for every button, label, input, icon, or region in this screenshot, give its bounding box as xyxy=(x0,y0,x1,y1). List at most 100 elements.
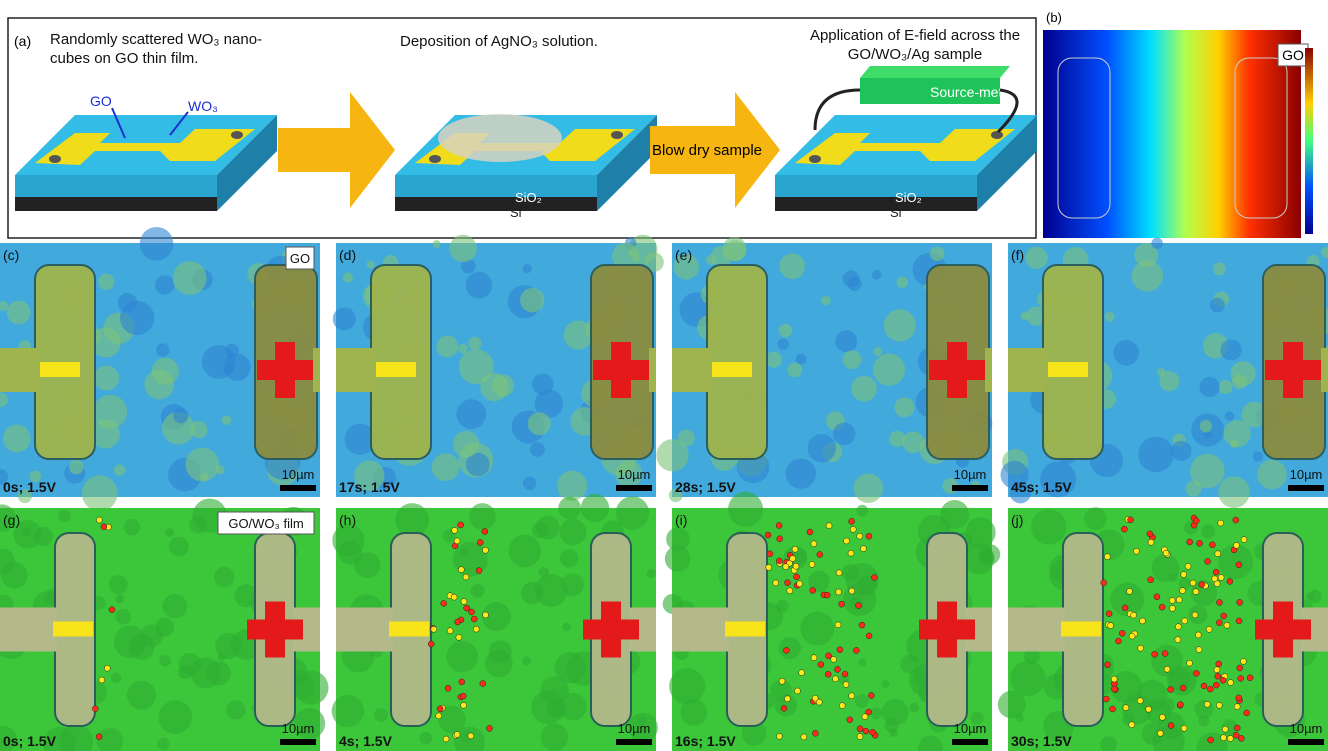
substrate-base xyxy=(775,197,977,211)
texture xyxy=(155,275,174,294)
texture xyxy=(848,277,862,291)
caption-text: Deposition of AgNO₃ solution. xyxy=(400,32,700,51)
dendrite xyxy=(461,598,467,604)
dendrite xyxy=(1237,599,1243,605)
texture xyxy=(560,519,587,546)
dendrite xyxy=(1123,705,1129,711)
minus-sign xyxy=(1048,362,1088,377)
panel-label: (b) xyxy=(1046,10,1062,25)
dendrite xyxy=(810,587,816,593)
dendrite xyxy=(447,628,453,634)
texture xyxy=(647,569,656,578)
scale-label: 10µm xyxy=(618,467,651,482)
texture xyxy=(1025,247,1047,269)
texture xyxy=(1169,573,1178,582)
dendrite xyxy=(767,551,773,557)
time-label: 16s; 1.5V xyxy=(675,733,736,749)
texture xyxy=(332,695,364,727)
device-label: AgNO₃ xyxy=(530,82,574,98)
dendrite xyxy=(428,641,434,647)
texture xyxy=(140,624,162,646)
texture xyxy=(169,537,189,557)
dendrite xyxy=(436,713,442,719)
texture xyxy=(853,473,883,503)
texture xyxy=(22,528,31,537)
dendrite xyxy=(1127,588,1133,594)
dendrite xyxy=(797,581,803,587)
dendrite xyxy=(1193,589,1199,595)
device-label: SiO₂ xyxy=(515,190,542,205)
micrograph: (d)17s; 1.5V10µm xyxy=(333,235,664,501)
dendrite xyxy=(826,523,832,529)
micrographs: (c)0s; 1.5V10µmGO(d)17s; 1.5V10µm(e)28s;… xyxy=(0,227,1328,751)
dendrite xyxy=(1159,604,1165,610)
dendrite xyxy=(458,522,464,528)
texture xyxy=(1151,238,1162,249)
dendrite xyxy=(1187,539,1193,545)
dendrite xyxy=(1180,588,1186,594)
texture xyxy=(1113,340,1139,366)
dendrite xyxy=(783,564,789,570)
dendrite xyxy=(794,688,800,694)
plus-sign xyxy=(247,620,303,640)
dendrite xyxy=(825,671,831,677)
texture xyxy=(1105,312,1115,322)
dendrite xyxy=(1241,537,1247,543)
device-label: WO₃ xyxy=(188,98,218,114)
time-label: 28s; 1.5V xyxy=(675,479,736,495)
dendrite xyxy=(1115,638,1121,644)
lead xyxy=(649,348,656,392)
texture xyxy=(118,293,137,312)
lead xyxy=(336,348,373,392)
texture xyxy=(449,235,476,262)
scale-bar xyxy=(280,739,316,745)
dendrite xyxy=(1216,702,1222,708)
dendrite xyxy=(92,706,98,712)
texture xyxy=(214,567,234,587)
dendrite xyxy=(847,717,853,723)
texture xyxy=(800,612,834,646)
dendrite xyxy=(1177,702,1183,708)
texture xyxy=(779,253,805,279)
dendrite xyxy=(487,725,493,731)
dendrite xyxy=(1106,611,1112,617)
contact xyxy=(991,131,1003,139)
texture xyxy=(776,600,789,613)
texture xyxy=(1190,454,1224,488)
lead xyxy=(672,608,729,652)
texture xyxy=(1031,509,1066,544)
texture xyxy=(858,658,866,666)
dendrite xyxy=(1234,704,1240,710)
dendrite xyxy=(849,588,855,594)
texture xyxy=(459,349,494,384)
dendrite xyxy=(857,734,863,740)
dendrite xyxy=(1238,735,1244,741)
dendrite xyxy=(776,522,782,528)
substrate-side xyxy=(15,175,217,197)
time-label: 30s; 1.5V xyxy=(1011,733,1072,749)
texture xyxy=(109,575,128,594)
texture xyxy=(508,535,541,568)
panel-label: (h) xyxy=(339,512,356,528)
dendrite xyxy=(455,619,461,625)
dendrite xyxy=(1215,673,1221,679)
dendrite xyxy=(831,656,837,662)
texture xyxy=(159,655,171,667)
dendrite xyxy=(1101,580,1107,586)
dendrite xyxy=(1222,726,1228,732)
contact xyxy=(231,131,243,139)
texture xyxy=(1218,380,1232,394)
texture xyxy=(558,497,581,520)
dendrite xyxy=(1236,562,1242,568)
dendrite xyxy=(849,518,855,524)
texture xyxy=(779,637,801,659)
texture xyxy=(458,344,468,354)
dendrite xyxy=(1212,576,1218,582)
lead xyxy=(336,608,393,652)
dendrite xyxy=(835,622,841,628)
texture xyxy=(111,673,121,683)
dendrite xyxy=(460,693,466,699)
panel-label: (d) xyxy=(339,247,356,263)
source-meter xyxy=(860,66,1010,78)
dendrite xyxy=(1233,542,1239,548)
